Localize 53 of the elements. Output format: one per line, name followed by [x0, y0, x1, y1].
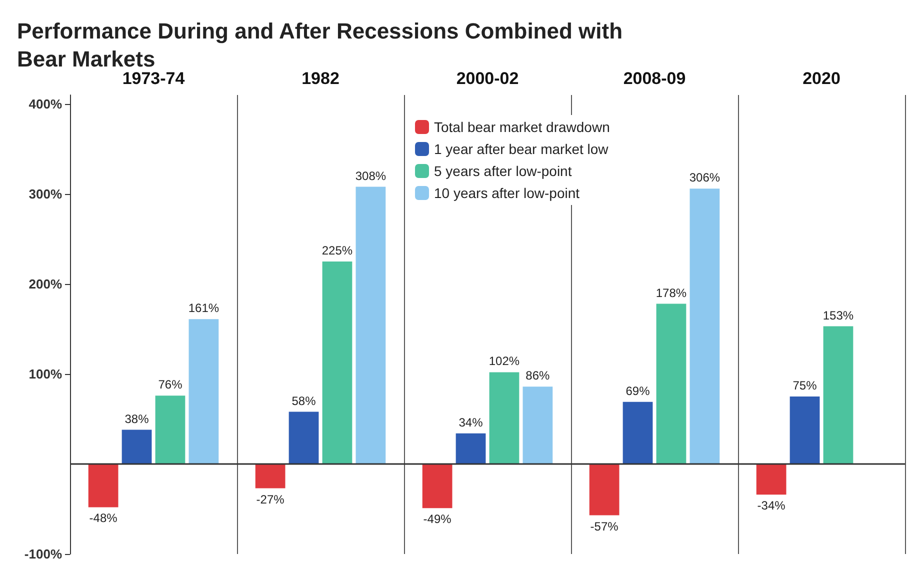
- bar: [690, 188, 720, 464]
- data-label: 178%: [656, 286, 687, 300]
- data-label: -27%: [256, 492, 285, 506]
- bar: [756, 464, 786, 495]
- data-label: -48%: [89, 511, 118, 526]
- legend-label: 10 years after low-point: [434, 185, 580, 201]
- bar: [589, 464, 620, 516]
- y-tick-label: 300%: [28, 186, 62, 202]
- bar: [790, 396, 820, 464]
- data-label: 308%: [355, 168, 386, 183]
- bar: [422, 464, 452, 508]
- data-label: 86%: [526, 368, 550, 383]
- bar: [255, 464, 286, 488]
- x-tick-label: 1982: [302, 69, 340, 88]
- bar: [122, 430, 152, 464]
- bar: [288, 412, 319, 464]
- bar: [155, 396, 186, 464]
- y-tick-label: 100%: [28, 366, 62, 382]
- chart-title: Performance During and After Recessions Combined with Bear Markets: [17, 18, 629, 72]
- data-label: -57%: [590, 519, 619, 534]
- bar: [456, 433, 486, 464]
- bar: [188, 319, 219, 464]
- legend-label: Total bear market drawdown: [434, 119, 610, 135]
- data-label: 225%: [322, 244, 353, 258]
- data-label: 38%: [124, 412, 150, 426]
- data-label: 306%: [689, 170, 720, 185]
- bar: [622, 402, 653, 464]
- legend-label: 1 year after bear market low: [434, 141, 610, 157]
- bar: [356, 186, 386, 464]
- data-label: 34%: [458, 415, 484, 430]
- data-label: 76%: [158, 378, 183, 392]
- data-label: -49%: [423, 512, 452, 526]
- y-tick-label: -100%: [24, 546, 62, 562]
- data-label: 153%: [822, 308, 854, 322]
- bar: [88, 464, 118, 508]
- y-tick-label: 200%: [28, 276, 62, 292]
- data-label: 69%: [626, 384, 650, 398]
- bar: [823, 326, 854, 464]
- x-tick-label: 1973-74: [122, 69, 186, 88]
- x-tick-label: 2008-09: [623, 69, 686, 88]
- data-label: 75%: [792, 378, 818, 392]
- y-tick-label: 400%: [28, 96, 62, 112]
- bar: [522, 386, 553, 464]
- bar: [322, 262, 352, 464]
- data-label: -34%: [757, 498, 786, 513]
- x-tick-label: 2000-02: [456, 69, 519, 88]
- bar: [489, 372, 520, 464]
- legend-label: 5 years after low-point: [434, 163, 572, 179]
- data-label: 102%: [488, 354, 520, 368]
- bar: [656, 304, 686, 464]
- x-tick-label: 2020: [802, 69, 840, 88]
- data-label: 161%: [188, 301, 220, 316]
- data-label: 58%: [292, 394, 316, 408]
